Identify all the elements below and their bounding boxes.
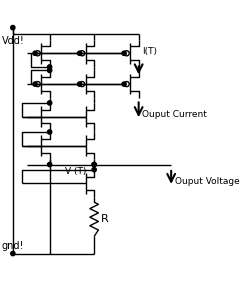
Circle shape: [92, 168, 96, 172]
Circle shape: [77, 51, 82, 55]
Text: R: R: [101, 214, 109, 224]
Circle shape: [11, 251, 15, 256]
Circle shape: [92, 162, 96, 167]
Circle shape: [92, 162, 96, 167]
Text: Ouput Current: Ouput Current: [142, 110, 207, 120]
Circle shape: [77, 82, 82, 86]
Text: V (T): V (T): [65, 167, 86, 176]
Circle shape: [11, 25, 15, 30]
Text: I(T): I(T): [142, 47, 157, 56]
Circle shape: [122, 51, 126, 55]
Text: Vdd!: Vdd!: [2, 36, 24, 46]
Circle shape: [33, 51, 37, 55]
Circle shape: [33, 82, 37, 86]
Circle shape: [47, 65, 52, 69]
Circle shape: [47, 101, 52, 105]
Circle shape: [47, 68, 52, 73]
Text: gnd!: gnd!: [2, 241, 24, 251]
Circle shape: [47, 130, 52, 134]
Circle shape: [122, 82, 126, 86]
Circle shape: [47, 162, 52, 167]
Text: Ouput Voltage: Ouput Voltage: [174, 177, 239, 186]
